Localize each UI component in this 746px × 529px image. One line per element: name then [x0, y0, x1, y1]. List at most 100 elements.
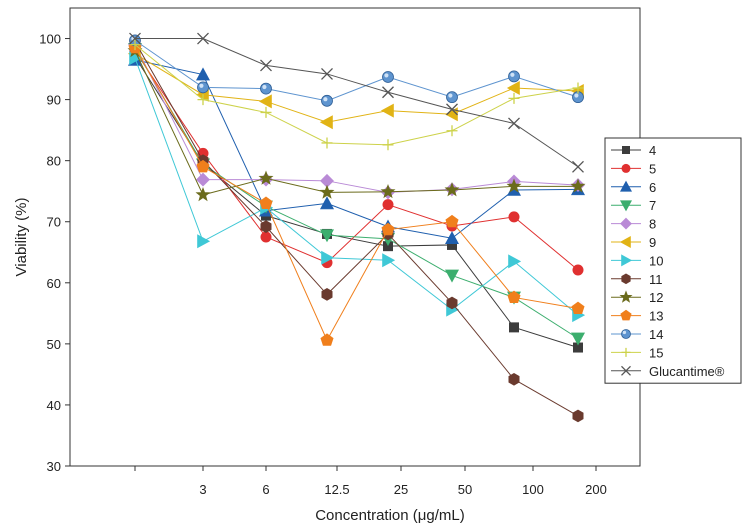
data-point — [570, 332, 586, 346]
data-point — [445, 214, 459, 228]
data-point — [570, 178, 586, 193]
series-15 — [129, 39, 584, 151]
data-point — [447, 239, 457, 250]
data-point — [196, 159, 210, 173]
y-tick-label: 50 — [47, 337, 61, 352]
series-line — [134, 59, 579, 239]
data-point — [571, 301, 585, 315]
legend-item: 15 — [611, 345, 663, 360]
data-point — [321, 288, 333, 301]
data-point — [129, 32, 141, 45]
data-point — [509, 322, 519, 333]
legend-marker — [621, 254, 633, 267]
y-tick-label: 90 — [47, 93, 61, 108]
legend-marker — [621, 163, 631, 173]
data-point — [508, 372, 520, 386]
y-tick-label: 80 — [47, 154, 61, 169]
x-axis: 3 6 12.5 25 50 100 200 — [134, 466, 607, 497]
legend-label: 9 — [649, 235, 656, 250]
legend-marker — [622, 146, 630, 154]
series-glucantime — [129, 32, 584, 173]
legend-item: 5 — [611, 161, 656, 176]
legend-marker — [619, 200, 633, 212]
legend-label: Glucantime® — [649, 364, 725, 379]
data-point — [195, 187, 211, 202]
series-line — [134, 39, 579, 102]
legend-item: 7 — [611, 198, 656, 213]
series-line — [134, 44, 579, 146]
data-point — [508, 70, 520, 83]
data-point — [508, 117, 520, 130]
legend-item: 9 — [611, 235, 656, 250]
y-tick-label: 40 — [47, 398, 61, 413]
data-point — [321, 94, 333, 107]
legend-label: 15 — [649, 345, 663, 360]
legend-marker — [620, 217, 632, 230]
series-line — [135, 38, 579, 168]
data-point — [383, 241, 393, 252]
data-point — [444, 269, 460, 283]
data-point — [380, 103, 394, 118]
y-tick-label: 70 — [47, 215, 61, 230]
y-tick-label: 60 — [47, 276, 61, 291]
x-tick-label: 50 — [458, 482, 472, 497]
data-point — [508, 92, 520, 104]
legend-label: 12 — [649, 290, 663, 305]
legend-item: 6 — [611, 180, 656, 195]
data-point — [258, 170, 274, 185]
legend-marker — [619, 235, 631, 249]
data-point — [382, 199, 394, 211]
data-point — [197, 94, 209, 106]
data-point — [572, 409, 584, 423]
legend-label: 7 — [649, 198, 656, 213]
series-line — [134, 56, 579, 349]
data-point — [260, 220, 272, 233]
data-point — [380, 183, 396, 199]
data-point — [572, 82, 584, 94]
data-point — [321, 67, 333, 80]
legend-marker — [621, 347, 631, 357]
data-point — [382, 86, 394, 99]
data-point — [506, 178, 522, 193]
data-point — [573, 342, 583, 353]
data-point — [444, 231, 460, 245]
series-10 — [129, 51, 586, 323]
data-point — [572, 160, 584, 173]
x-axis-label: Concentration (μg/mL) — [315, 507, 465, 524]
series-8 — [128, 37, 585, 200]
x-tick-label: 3 — [199, 482, 206, 497]
legend: 4 5 6 7 8 9 10 11 12 13 14 15 Glucantime® — [604, 137, 742, 384]
data-point — [319, 229, 335, 243]
series-line — [134, 47, 579, 342]
y-tick-label: 100 — [39, 32, 61, 47]
data-point — [444, 182, 460, 197]
data-point — [381, 222, 395, 236]
series-line — [134, 44, 579, 193]
legend-marker — [621, 329, 631, 339]
data-point — [446, 91, 458, 104]
data-point — [196, 172, 210, 187]
legend-marker — [619, 180, 633, 192]
data-point — [446, 103, 458, 116]
legend-label: 13 — [649, 309, 663, 324]
data-point — [260, 82, 272, 95]
data-point — [320, 333, 334, 346]
y-tick-label: 30 — [47, 459, 61, 474]
x-tick-label: 25 — [394, 482, 408, 497]
data-point — [506, 80, 520, 96]
y-axis-label: Viability (%) — [13, 198, 30, 277]
data-point — [319, 184, 335, 199]
data-point — [260, 106, 272, 118]
data-point — [382, 139, 394, 151]
data-point — [572, 264, 584, 276]
legend-item: 8 — [611, 217, 656, 232]
data-point — [319, 115, 333, 130]
data-point — [508, 211, 520, 223]
series-line — [134, 50, 578, 196]
series-line — [134, 53, 579, 123]
data-point — [446, 296, 458, 310]
data-point — [197, 32, 209, 45]
legend-label: 8 — [649, 217, 656, 232]
legend-marker — [621, 273, 631, 285]
